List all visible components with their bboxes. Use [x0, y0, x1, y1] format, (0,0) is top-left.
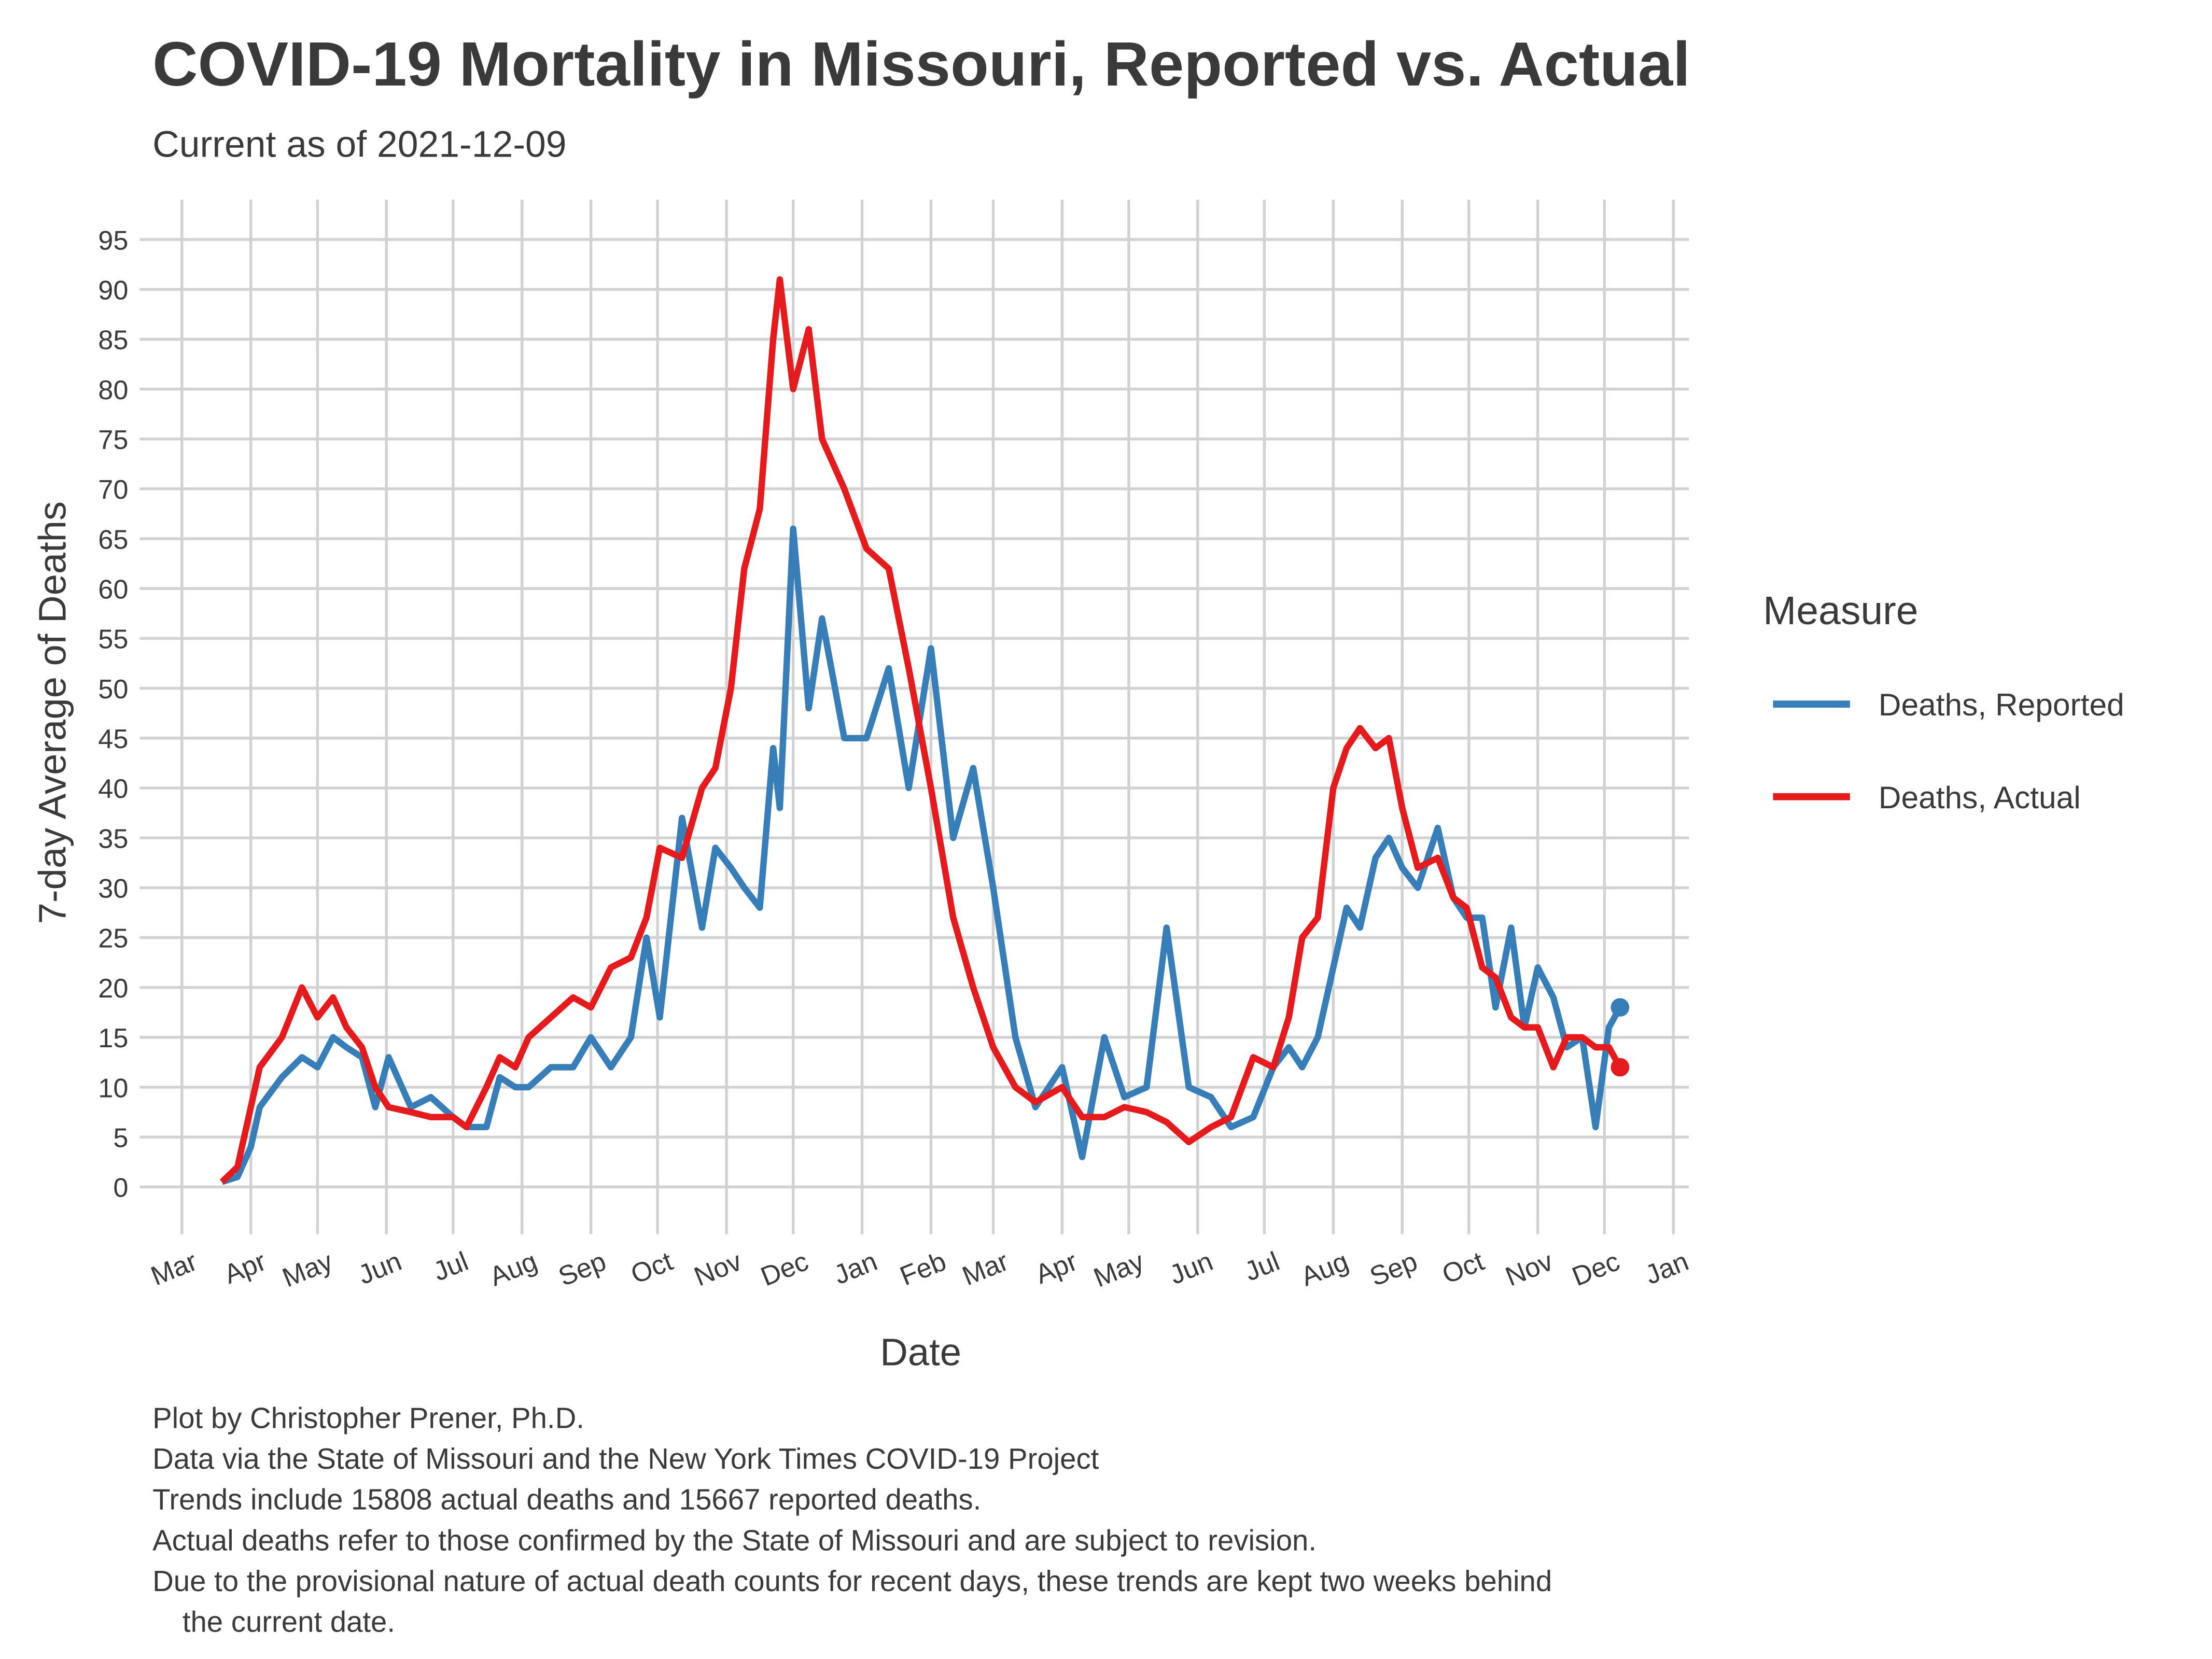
- x-tick-label: Aug: [485, 1246, 541, 1292]
- x-tick-label: Aug: [1297, 1246, 1353, 1292]
- caption-line: Data via the State of Missouri and the N…: [152, 1442, 1099, 1475]
- x-tick-label: Apr: [220, 1246, 270, 1290]
- y-tick-label: 75: [98, 425, 128, 455]
- y-tick-label: 95: [98, 226, 128, 256]
- data-line: [221, 525, 1623, 1185]
- y-tick-label: 65: [98, 525, 128, 555]
- y-tick-label: 40: [98, 774, 128, 804]
- x-tick-label: Sep: [1366, 1246, 1422, 1292]
- y-axis-title: 7-day Average of Deaths: [31, 501, 74, 924]
- y-tick-label: 80: [98, 375, 128, 405]
- x-tick-label: Oct: [1438, 1246, 1489, 1290]
- x-tick-label: Jan: [1641, 1246, 1693, 1290]
- x-tick-label: Mar: [147, 1246, 201, 1291]
- x-tick-label: Mar: [958, 1246, 1013, 1291]
- y-tick-label: 0: [113, 1173, 128, 1203]
- chart-subtitle: Current as of 2021-12-09: [152, 124, 566, 165]
- x-tick-label: Feb: [896, 1246, 950, 1291]
- y-tick-label: 90: [98, 275, 128, 305]
- y-tick-label: 25: [98, 924, 128, 954]
- x-tick-label: Nov: [690, 1246, 746, 1292]
- caption-line: Actual deaths refer to those confirmed b…: [152, 1524, 1317, 1556]
- x-axis-title: Date: [880, 1331, 961, 1374]
- y-tick-label: 35: [98, 824, 128, 854]
- x-tick-label: Jan: [830, 1246, 881, 1290]
- x-tick-label: Oct: [627, 1246, 678, 1290]
- y-tick-label: 15: [98, 1023, 128, 1053]
- y-tick-label: 30: [98, 874, 128, 904]
- x-tick-label: Jul: [1240, 1246, 1284, 1287]
- y-tick-label: 10: [98, 1073, 128, 1103]
- caption-line: Trends include 15808 actual deaths and 1…: [152, 1483, 981, 1516]
- chart-title: COVID-19 Mortality in Missouri, Reported…: [152, 29, 1690, 99]
- legend-label: Deaths, Reported: [1879, 687, 2124, 722]
- x-tick-label: Jun: [354, 1246, 406, 1290]
- caption-line: Due to the provisional nature of actual …: [152, 1565, 1552, 1597]
- y-tick-label: 20: [98, 974, 128, 1004]
- x-tick-label: May: [1089, 1246, 1148, 1294]
- end-point: [1611, 998, 1630, 1017]
- caption-line: the current date.: [183, 1606, 395, 1638]
- caption-line: Plot by Christopher Prener, Ph.D.: [152, 1401, 584, 1434]
- y-tick-label: 70: [98, 475, 128, 505]
- x-tick-label: Jul: [429, 1246, 473, 1287]
- y-tick-label: 45: [98, 724, 128, 754]
- y-tick-label: 85: [98, 326, 128, 356]
- y-tick-label: 60: [98, 574, 128, 604]
- x-tick-label: Apr: [1031, 1246, 1082, 1290]
- x-tick-label: Dec: [1568, 1246, 1624, 1292]
- end-point: [1611, 1058, 1630, 1077]
- y-tick-label: 55: [98, 625, 128, 655]
- x-tick-label: Dec: [757, 1246, 813, 1292]
- x-tick-label: Jun: [1166, 1246, 1217, 1290]
- legend-label: Deaths, Actual: [1879, 780, 2081, 815]
- y-tick-label: 5: [113, 1123, 128, 1153]
- legend-title: Measure: [1763, 588, 1918, 633]
- x-tick-label: Sep: [554, 1246, 610, 1292]
- data-line: [219, 276, 1623, 1185]
- x-tick-label: Nov: [1501, 1246, 1557, 1292]
- x-tick-label: May: [278, 1246, 337, 1294]
- y-tick-label: 50: [98, 674, 128, 705]
